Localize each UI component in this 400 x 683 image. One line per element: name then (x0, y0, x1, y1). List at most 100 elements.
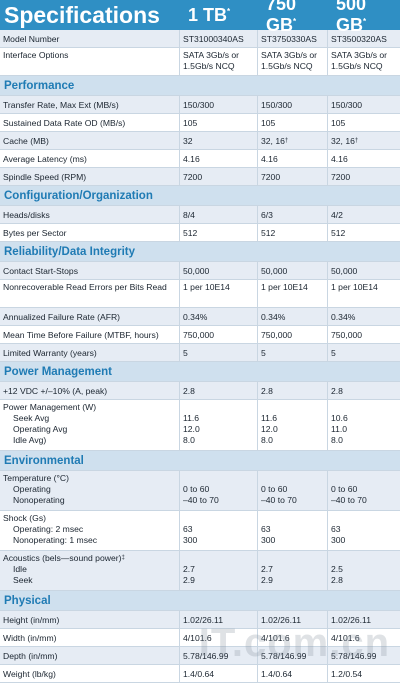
row-value: 2.8 (180, 382, 258, 399)
row-value: 1 per 10E14 (180, 280, 258, 307)
row-value: 1.02/26.11 (331, 615, 371, 625)
table-row: Width (in/mm) 4/101.6 4/101.6 4/101.6 (0, 629, 400, 647)
table-row: Sustained Data Rate OD (MB/s) 105 105 10… (0, 114, 400, 132)
table-row: Cache (MB) 32 32, 16† 32, 16† (0, 132, 400, 150)
row-value: 0.34% (258, 308, 328, 325)
row-value: 1.02/26.11 (258, 611, 328, 628)
row-value: 63 300 (331, 524, 346, 545)
row-value: 32, 16† (258, 132, 328, 149)
row-label: Limited Warranty (years) (0, 344, 180, 361)
row-value: SATA 3Gb/s or 1.5Gb/s NCQ (331, 50, 388, 71)
row-value: 4/2 (331, 210, 343, 220)
row-value: 4/101.6 (180, 629, 258, 646)
table-row: Model Number ST31000340AS ST3750330AS ST… (0, 30, 400, 48)
row-value: SATA 3Gb/s or 1.5Gb/s NCQ (180, 48, 258, 75)
table-row: Nonrecoverable Read Errors per Bits Read… (0, 280, 400, 308)
watermark: IT.com.cn (198, 621, 390, 665)
row-value: 7200 (258, 168, 328, 185)
row-value: 105 (331, 118, 346, 128)
row-value: 0.34% (331, 312, 356, 322)
section-heading-configuration: Configuration/Organization (0, 186, 400, 206)
row-value: 1.4/0.64 (180, 665, 258, 682)
row-value: 4/101.6 (331, 633, 360, 643)
table-row: Height (in/mm) 1.02/26.11 1.02/26.11 1.0… (0, 611, 400, 629)
table-row: +12 VDC +/–10% (A, peak) 2.8 2.8 2.8 (0, 382, 400, 400)
row-value: 50,000 (258, 262, 328, 279)
row-value: ST31000340AS (180, 30, 258, 47)
row-value: 5.78/146.99 (258, 647, 328, 664)
row-value: 1.2/0.54 (331, 669, 363, 679)
row-value: 105 (258, 114, 328, 131)
row-label: Heads/disks (0, 206, 180, 223)
row-label: Sustained Data Rate OD (MB/s) (0, 114, 180, 131)
table-header: Specifications 1 TB* 750 GB* 500 GB* (0, 0, 400, 35)
row-value: SATA 3Gb/s or 1.5Gb/s NCQ (258, 48, 328, 75)
row-value: 50,000 (180, 262, 258, 279)
table-row: Contact Start-Stops 50,000 50,000 50,000 (0, 262, 400, 280)
row-value: 5 (258, 344, 328, 361)
row-value: 2.8 (331, 386, 343, 396)
row-value: 4.16 (258, 150, 328, 167)
row-value: 7200 (180, 168, 258, 185)
row-value: 1.02/26.11 (180, 611, 258, 628)
table-row: Depth (in/mm) 5.78/146.99 5.78/146.99 5.… (0, 647, 400, 665)
row-value: 11.6 12.0 8.0 (258, 400, 328, 450)
row-value: 2.7 2.9 (180, 551, 258, 590)
section-heading-power: Power Management (0, 362, 400, 382)
row-label: Transfer Rate, Max Ext (MB/s) (0, 96, 180, 113)
table-row: Weight (lb/kg) 1.4/0.64 1.4/0.64 1.2/0.5… (0, 665, 400, 683)
row-value: 32 (180, 132, 258, 149)
section-heading-reliability: Reliability/Data Integrity (0, 242, 400, 262)
table-row: Average Latency (ms) 4.16 4.16 4.16 (0, 150, 400, 168)
row-label: Weight (lb/kg) (0, 665, 180, 682)
section-heading-environmental: Environmental (0, 451, 400, 471)
row-label: Cache (MB) (0, 132, 180, 149)
row-value: 10.6 11.0 8.0 (331, 413, 348, 445)
section-heading-physical: Physical (0, 591, 400, 611)
row-label: Contact Start-Stops (0, 262, 180, 279)
row-value: 50,000 (331, 266, 358, 276)
row-value: 1 per 10E14 (258, 280, 328, 307)
row-value: 63 300 (180, 511, 258, 550)
row-label: Width (in/mm) (0, 629, 180, 646)
row-value: 32, 16† (331, 136, 359, 146)
row-value: 5 (180, 344, 258, 361)
capacity-750gb-header: 750 GB* (266, 0, 297, 35)
table-row: Mean Time Before Failure (MTBF, hours) 7… (0, 326, 400, 344)
row-label: Average Latency (ms) (0, 150, 180, 167)
row-label: Height (in/mm) (0, 611, 180, 628)
row-value: 750,000 (180, 326, 258, 343)
row-value: 1.4/0.64 (258, 665, 328, 682)
row-label: Mean Time Before Failure (MTBF, hours) (0, 326, 180, 343)
row-label: Annualized Failure Rate (AFR) (0, 308, 180, 325)
row-value: 1 per 10E14 (331, 282, 378, 292)
row-value: 6/3 (258, 206, 328, 223)
row-value: 0.34% (180, 308, 258, 325)
row-value: 7200 (331, 172, 351, 182)
row-value: 8/4 (180, 206, 258, 223)
table-row: Limited Warranty (years) 5 5 5 (0, 344, 400, 362)
row-value: 512 (258, 224, 328, 241)
row-label: Nonrecoverable Read Errors per Bits Read (0, 280, 180, 307)
row-value: 5.78/146.99 (180, 647, 258, 664)
row-value: 4/101.6 (258, 629, 328, 646)
section-heading-performance: Performance (0, 76, 400, 96)
row-value: 4.16 (180, 150, 258, 167)
row-value: ST3750330AS (258, 30, 328, 47)
capacity-1tb-header: 1 TB* (188, 4, 231, 25)
table-row: Spindle Speed (RPM) 7200 7200 7200 (0, 168, 400, 186)
table-row: Heads/disks 8/4 6/3 4/2 (0, 206, 400, 224)
table-row: Bytes per Sector 512 512 512 (0, 224, 400, 242)
row-value: 750,000 (331, 330, 363, 340)
row-label: +12 VDC +/–10% (A, peak) (0, 382, 180, 399)
table-row: Acoustics (bels—sound power)‡ Idle Seek … (0, 551, 400, 591)
row-value: 750,000 (258, 326, 328, 343)
row-label: Model Number (0, 30, 180, 47)
row-label: Temperature (°C) Operating Nonoperating (0, 471, 180, 510)
capacity-500gb-header: 500 GB* (336, 0, 367, 35)
row-value: 11.6 12.0 8.0 (180, 400, 258, 450)
row-value: 5 (331, 348, 336, 358)
row-value: 0 to 60 –40 to 70 (331, 484, 367, 505)
table-row: Transfer Rate, Max Ext (MB/s) 150/300 15… (0, 96, 400, 114)
